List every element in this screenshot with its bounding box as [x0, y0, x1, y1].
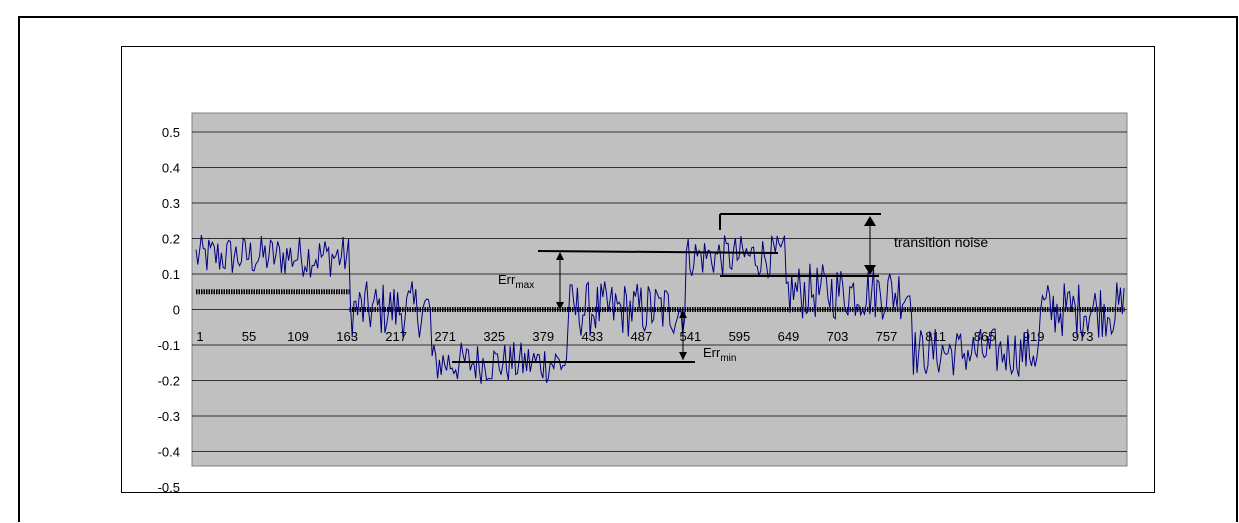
transition-noise-arrow-up — [864, 216, 876, 226]
err-min-label: Errmin — [703, 345, 736, 364]
err-max-top-line — [537, 250, 779, 254]
x-tick-label: 1 — [196, 329, 203, 344]
transition-noise-arrow-down — [864, 265, 876, 275]
err-min-arrow-down — [679, 352, 687, 360]
dashed-baseline-series — [196, 289, 1125, 312]
x-tick-label: 541 — [680, 329, 702, 344]
y-tick-label: -0.5 — [158, 480, 180, 495]
x-tick-label: 595 — [729, 329, 751, 344]
x-tick-label: 109 — [287, 329, 309, 344]
x-tick-label: 757 — [876, 329, 898, 344]
x-tick-label: 217 — [385, 329, 407, 344]
y-tick-label: -0.4 — [158, 445, 180, 460]
x-tick-label: 487 — [630, 329, 652, 344]
x-axis-tick-labels: 1 55 109 163 217 271 325 379 433 487 541 595 649 703 7… — [196, 329, 1093, 344]
y-tick-label: -0.3 — [158, 409, 180, 424]
y-tick-label: 0.3 — [162, 196, 180, 211]
annotations: Errmax Errmin transition noise — [452, 213, 988, 364]
x-tick-label: 325 — [483, 329, 505, 344]
x-tick-label: 271 — [434, 329, 456, 344]
x-tick-label: 379 — [532, 329, 554, 344]
x-tick-label: 919 — [1023, 329, 1045, 344]
y-tick-label: -0.1 — [158, 338, 180, 353]
outer-frame — [18, 16, 1238, 522]
err-max-arrow-up — [556, 252, 564, 260]
y-tick-label: -0.2 — [158, 374, 180, 389]
y-tick-label: 0.2 — [162, 232, 180, 247]
x-tick-label: 433 — [581, 329, 603, 344]
gridlines — [192, 131, 1127, 452]
y-tick-label: 0.1 — [162, 267, 180, 282]
transition-noise-label: transition noise — [894, 234, 988, 250]
err-min-arrow-up — [679, 310, 687, 318]
y-tick-label: 0.4 — [162, 161, 180, 176]
x-tick-label: 163 — [336, 329, 358, 344]
y-axis-tick-labels: 0.5 0.4 0.3 0.2 0.1 0 -0.1 -0.2 -0.3 -0.4 -0.5 — [158, 125, 180, 495]
err-max-arrow-down — [556, 302, 564, 310]
plot-area — [191, 112, 1128, 467]
err-max-label: Errmax — [498, 272, 534, 291]
signal-line — [195, 235, 1125, 384]
y-tick-label: 0.5 — [162, 125, 180, 140]
x-tick-label: 55 — [242, 329, 256, 344]
y-tick-label: 0 — [173, 303, 180, 318]
x-tick-label: 649 — [778, 329, 800, 344]
signal-series — [195, 235, 1125, 384]
x-tick-label: 703 — [827, 329, 849, 344]
